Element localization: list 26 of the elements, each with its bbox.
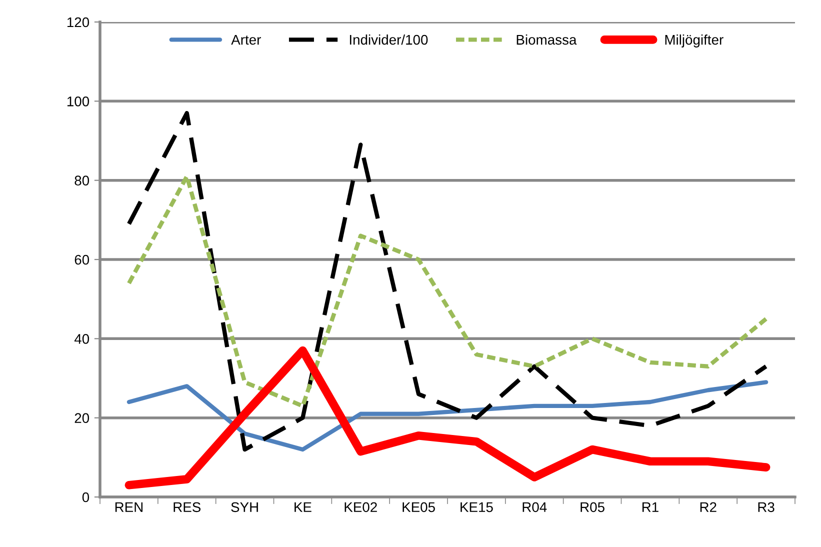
- legend-label: Biomassa: [516, 34, 577, 45]
- legend-label: Individer/100: [350, 34, 428, 45]
- x-tick-label: R3: [758, 502, 774, 512]
- line-series: [126, 380, 768, 452]
- line-series: [126, 174, 768, 408]
- x-tick-label: R04: [522, 502, 547, 512]
- x-tick-label: R05: [580, 502, 604, 512]
- y-tick-label: 80: [74, 176, 90, 186]
- x-tick-label: REN: [115, 502, 142, 512]
- legend-label: Miljögifter: [665, 34, 724, 48]
- y-tick-label: 40: [74, 334, 90, 344]
- x-tick-label: R1: [642, 502, 658, 512]
- y-tick-label: 0: [82, 492, 90, 502]
- y-tick-label: 120: [67, 17, 90, 28]
- y-tick-label: 100: [67, 96, 90, 106]
- x-tick-label: R2: [700, 502, 716, 512]
- line-series: [126, 110, 768, 452]
- y-tick-label: 60: [74, 254, 90, 265]
- y-tick-label: 20: [74, 413, 90, 424]
- x-tick-label: SYH: [231, 502, 258, 512]
- x-tick-label: RES: [174, 502, 201, 512]
- x-tick-label: KE: [294, 502, 312, 512]
- x-tick-label: KE02: [344, 502, 377, 512]
- legend-label: Arter: [231, 35, 261, 45]
- x-tick-label: KE15: [460, 502, 493, 512]
- x-tick-label: KE05: [402, 502, 435, 512]
